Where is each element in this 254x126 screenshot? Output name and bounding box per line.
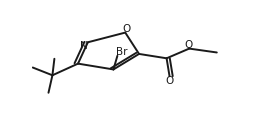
Text: N: N — [80, 41, 88, 51]
Text: Br: Br — [116, 48, 127, 57]
Text: O: O — [122, 24, 130, 34]
Text: O: O — [165, 76, 174, 86]
Text: O: O — [184, 40, 192, 50]
